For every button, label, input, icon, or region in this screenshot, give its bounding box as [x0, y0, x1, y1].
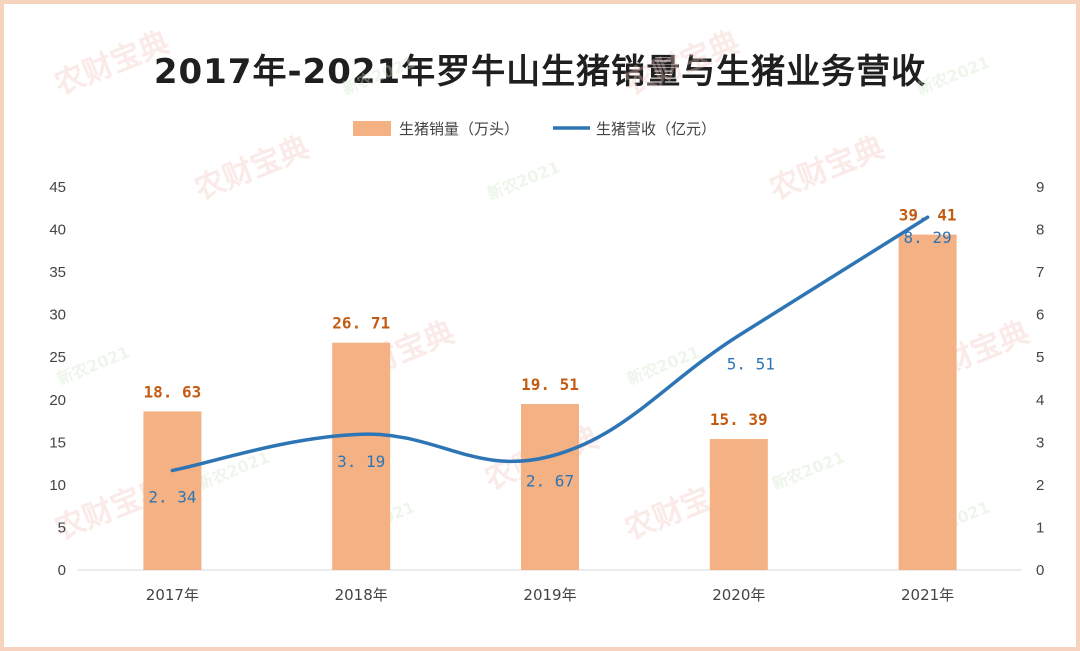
- y-right-tick-label: 3: [1036, 434, 1044, 451]
- y-left-tick-label: 45: [49, 179, 66, 196]
- y-left-tick-label: 5: [58, 519, 66, 536]
- watermark-text: 新农2021: [339, 52, 417, 98]
- line-data-label: 8. 29: [904, 228, 952, 247]
- line-data-label: 3. 19: [337, 452, 385, 471]
- watermark-text: 新农2021: [769, 447, 847, 493]
- bar: [332, 342, 391, 570]
- bar: [521, 403, 579, 570]
- y-left-tick-label: 10: [49, 477, 66, 494]
- x-category-label: 2019年: [523, 586, 576, 604]
- bar: [709, 439, 768, 570]
- bar-data-label: 39. 41: [899, 206, 957, 225]
- x-category-label: 2017年: [146, 586, 199, 604]
- watermark-text: 新农2021: [484, 157, 562, 203]
- bar-data-label: 18. 63: [144, 382, 202, 401]
- watermark-text: 农财宝典: [49, 25, 174, 103]
- y-right-tick-label: 9: [1036, 179, 1044, 196]
- y-right-tick-label: 4: [1036, 392, 1044, 409]
- y-left-tick-label: 25: [49, 349, 66, 366]
- y-right-tick-label: 8: [1036, 222, 1044, 239]
- y-left-tick-label: 40: [49, 222, 66, 239]
- watermark-text: 新农2021: [914, 52, 992, 98]
- bar: [143, 411, 202, 570]
- line-data-label: 5. 51: [727, 355, 775, 374]
- line-data-label: 2. 34: [148, 487, 196, 506]
- y-right-tick-label: 1: [1036, 519, 1044, 536]
- y-right-tick-label: 5: [1036, 349, 1044, 366]
- y-left-tick-label: 15: [49, 434, 66, 451]
- watermark-text: 新农2021: [624, 342, 702, 388]
- watermark-text: 农财宝典: [764, 130, 889, 208]
- bar-data-label: 15. 39: [710, 410, 768, 429]
- revenue-line: [170, 215, 930, 473]
- watermark-text: 农财宝典: [189, 130, 314, 208]
- y-right-tick-label: 6: [1036, 307, 1044, 324]
- bar: [898, 234, 957, 570]
- line-data-label: 2. 67: [526, 471, 574, 490]
- legend-bar-swatch: [353, 121, 391, 136]
- y-right-tick-label: 7: [1036, 264, 1044, 281]
- y-left-tick-label: 35: [49, 264, 66, 281]
- bar-data-label: 19. 51: [521, 375, 579, 394]
- y-left-tick-label: 0: [58, 562, 66, 579]
- y-left-tick-label: 30: [49, 307, 66, 324]
- watermark-text: 农财宝典: [619, 25, 744, 103]
- watermark-text: 新农2021: [54, 342, 132, 388]
- y-right-tick-label: 0: [1036, 562, 1044, 579]
- chart-title: 2017年-2021年罗牛山生猪销量与生猪业务营收: [153, 52, 927, 92]
- bar-data-label: 26. 71: [332, 314, 390, 333]
- x-category-label: 2021年: [901, 586, 954, 604]
- x-category-label: 2020年: [712, 586, 765, 604]
- y-left-tick-label: 20: [49, 392, 66, 409]
- x-category-label: 2018年: [335, 586, 388, 604]
- legend-bar-label: 生猪销量（万头）: [399, 120, 519, 138]
- y-right-tick-label: 2: [1036, 477, 1044, 494]
- legend-line-label: 生猪营收（亿元）: [596, 120, 716, 138]
